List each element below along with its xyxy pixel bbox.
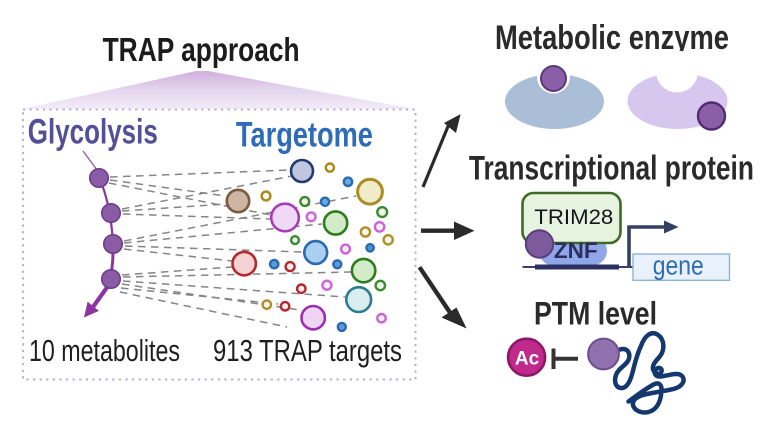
svg-text:10 metabolites: 10 metabolites (29, 333, 180, 368)
svg-text:gene: gene (653, 250, 704, 280)
svg-text:Glycolysis: Glycolysis (28, 113, 158, 152)
svg-text:Metabolic enzyme: Metabolic enzyme (495, 19, 729, 57)
svg-text:Transcriptional protein: Transcriptional protein (469, 150, 754, 188)
svg-text:913 TRAP targets: 913 TRAP targets (213, 333, 402, 368)
svg-text:PTM level: PTM level (534, 296, 657, 332)
svg-text:Ac: Ac (515, 349, 540, 370)
svg-text:TRIM28: TRIM28 (534, 206, 613, 229)
svg-text:TRAP approach: TRAP approach (103, 31, 300, 68)
svg-text:Targetome: Targetome (236, 116, 373, 155)
svg-text:ZNF: ZNF (554, 238, 598, 263)
